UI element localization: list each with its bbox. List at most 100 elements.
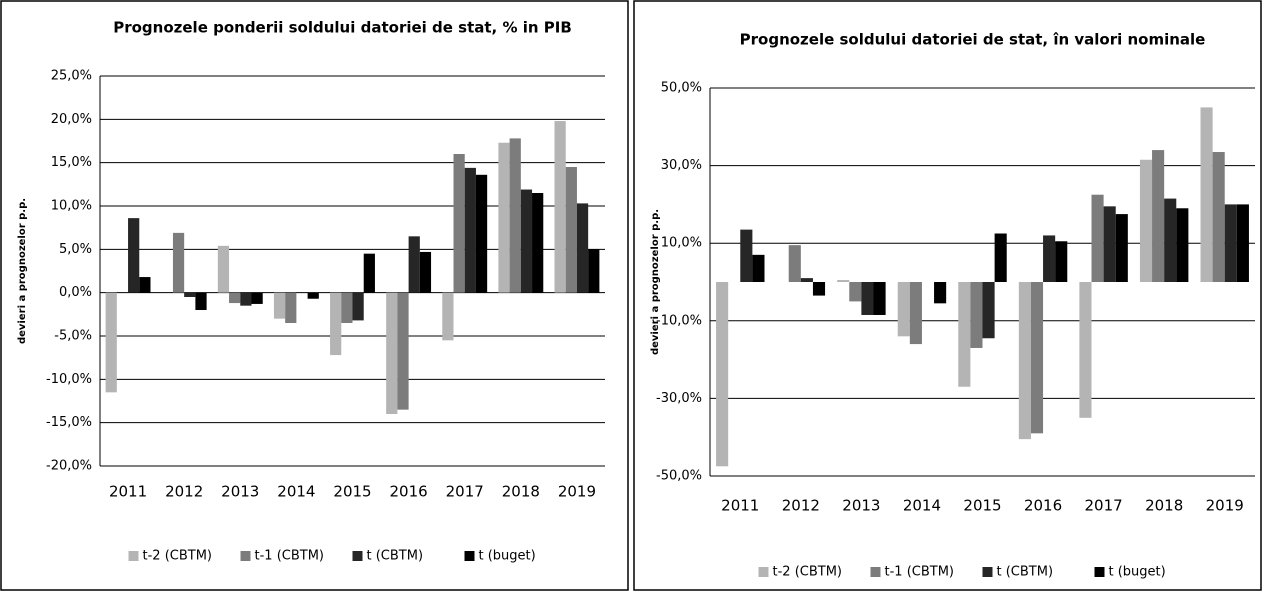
- y-tick-label: 10,0%: [661, 236, 702, 251]
- y-tick-label: 30,0%: [661, 158, 702, 173]
- x-tick-label: 2017: [1085, 497, 1123, 515]
- y-axis-label: devieri a prognozelor p.p.: [17, 198, 28, 344]
- panel-border: [633, 0, 1262, 591]
- bar: [363, 253, 375, 293]
- bar: [128, 218, 140, 293]
- bar: [740, 229, 753, 282]
- bar: [240, 292, 252, 306]
- bar: [861, 282, 874, 315]
- legend-swatch: [464, 551, 475, 561]
- bar: [909, 282, 922, 345]
- legend-swatch: [982, 567, 993, 577]
- bar: [812, 282, 826, 296]
- legend-label: t (buget): [479, 549, 536, 564]
- x-tick-label: 2018: [502, 483, 540, 501]
- bar: [788, 245, 801, 282]
- bar: [498, 142, 510, 293]
- bar: [576, 203, 589, 293]
- bar: [352, 292, 364, 321]
- x-tick-label: 2014: [277, 483, 315, 501]
- bar: [837, 280, 850, 282]
- bar: [386, 292, 398, 414]
- bar: [453, 154, 465, 293]
- bar: [800, 278, 813, 282]
- y-axis-label: devieri a prognozelor p.p.: [650, 209, 661, 355]
- bar: [229, 292, 241, 304]
- y-tick-label: -5,0%: [54, 329, 92, 344]
- legend-label: t-1 (CBTM): [255, 549, 325, 564]
- legend-label: t (CBTM): [997, 565, 1054, 580]
- y-tick-label: -30,0%: [656, 391, 702, 406]
- legend-swatch: [240, 551, 251, 561]
- bar: [464, 167, 476, 293]
- bar: [509, 138, 521, 293]
- legend-label: t-1 (CBTM): [885, 565, 955, 580]
- chart-title: Prognozele soldului datoriei de stat, în…: [740, 31, 1206, 49]
- bar: [716, 282, 729, 467]
- bar: [1018, 282, 1031, 440]
- bar: [1152, 150, 1165, 282]
- bar: [752, 254, 765, 282]
- bar: [307, 292, 319, 299]
- legend-label: t (buget): [1109, 565, 1166, 580]
- x-tick-label: 2012: [782, 497, 820, 515]
- bar: [1055, 241, 1068, 282]
- x-tick-label: 2016: [390, 483, 428, 501]
- bar: [1164, 198, 1177, 282]
- bar: [1079, 282, 1092, 418]
- legend-swatch: [1094, 567, 1105, 577]
- bar: [419, 251, 432, 293]
- y-tick-label: 10,0%: [51, 199, 92, 214]
- bar: [442, 292, 454, 341]
- bar: [1212, 152, 1225, 282]
- bar: [273, 292, 286, 319]
- bar: [1200, 107, 1213, 283]
- legend-label: t-2 (CBTM): [773, 565, 843, 580]
- bar: [520, 189, 533, 293]
- x-tick-label: 2017: [446, 483, 484, 501]
- bar: [184, 292, 196, 297]
- bar: [172, 232, 185, 293]
- x-tick-label: 2015: [333, 483, 371, 501]
- bar: [285, 292, 297, 323]
- bar: [397, 292, 409, 410]
- bar: [994, 233, 1007, 282]
- x-tick-label: 2018: [1145, 497, 1183, 515]
- bar: [341, 292, 353, 323]
- bar: [554, 121, 566, 293]
- y-tick-label: 50,0%: [661, 81, 702, 96]
- y-tick-label: 25,0%: [51, 69, 92, 84]
- y-tick-label: 0,0%: [59, 285, 92, 300]
- bar: [330, 292, 342, 356]
- chart-title: Prognozele ponderii soldului datoriei de…: [113, 19, 572, 37]
- bar: [849, 282, 862, 302]
- panel-border: [0, 0, 629, 591]
- legend-swatch: [870, 567, 881, 577]
- bar: [1224, 204, 1237, 282]
- x-tick-label: 2015: [963, 497, 1001, 515]
- bar: [1139, 159, 1153, 282]
- bar: [195, 292, 207, 310]
- x-tick-label: 2019: [1206, 497, 1244, 515]
- bar: [139, 277, 151, 293]
- bar: [1236, 204, 1249, 282]
- x-tick-label: 2013: [221, 483, 259, 501]
- y-tick-label: -50,0%: [656, 469, 702, 484]
- bar: [873, 282, 886, 315]
- x-tick-label: 2016: [1024, 497, 1062, 515]
- legend-swatch: [758, 567, 769, 577]
- y-tick-label: -20,0%: [46, 459, 92, 474]
- bar: [565, 167, 577, 293]
- bar: [982, 282, 995, 339]
- x-tick-label: 2014: [903, 497, 941, 515]
- bar: [934, 282, 947, 304]
- bar: [408, 236, 420, 293]
- bar: [897, 282, 910, 337]
- bar: [475, 174, 488, 293]
- bar: [970, 282, 983, 348]
- legend-swatch: [352, 551, 363, 561]
- bar: [958, 282, 971, 387]
- bar: [1115, 214, 1128, 282]
- bar: [1176, 208, 1189, 282]
